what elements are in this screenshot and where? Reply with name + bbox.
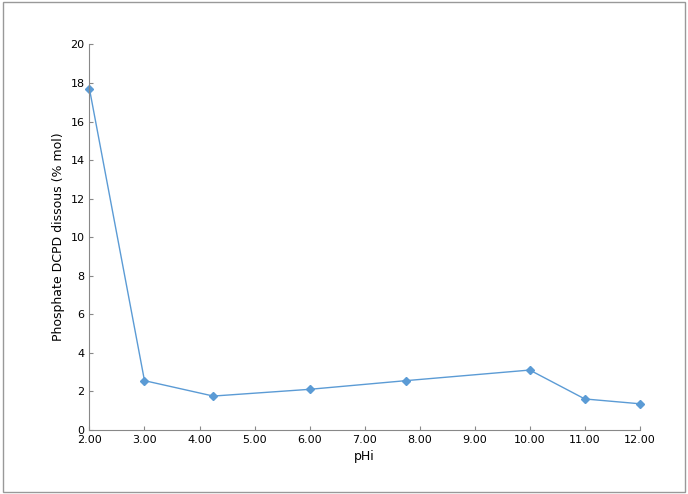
X-axis label: pHi: pHi xyxy=(354,450,375,463)
Y-axis label: Phosphate DCPD dissous (% mol): Phosphate DCPD dissous (% mol) xyxy=(52,133,65,341)
